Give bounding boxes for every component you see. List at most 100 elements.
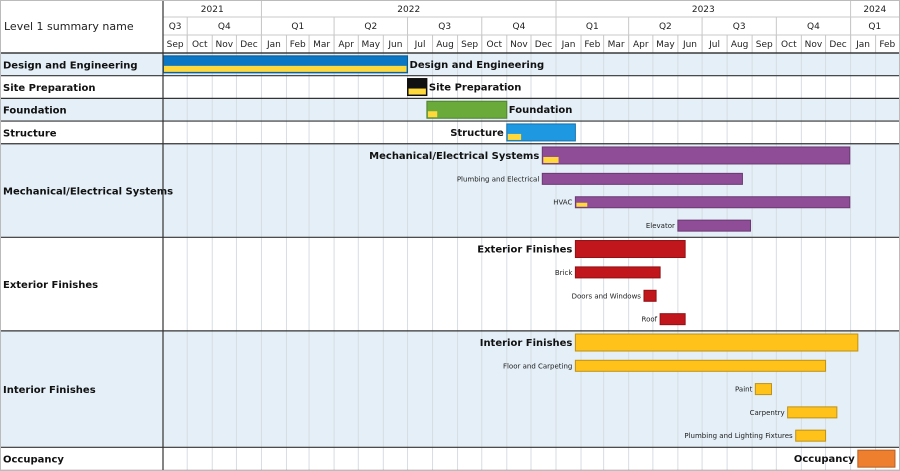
category-label: Occupancy [3,455,64,466]
month-label: Jan [855,40,870,50]
summary-bar[interactable] [574,333,859,352]
progress-bar [164,65,407,72]
quarter-label: Q3 [733,22,746,32]
month-label: Dec [240,40,257,50]
category-label: Design and Engineering [3,60,138,71]
task-bar[interactable] [574,266,661,279]
task-label: HVAC [553,199,572,207]
month-label: Mar [313,40,330,50]
progress-bar [507,133,522,140]
category-label: Mechanical/Electrical Systems [3,187,173,198]
month-label: Jun [682,40,697,50]
month-label: Jul [414,40,426,50]
month-label: Nov [510,40,528,50]
month-label: Jun [387,40,402,50]
task-label: Floor and Carpeting [503,362,572,370]
summary-bar[interactable] [426,100,508,119]
progress-bar [408,88,426,95]
task-bar[interactable] [677,219,752,232]
month-label: Oct [192,40,208,50]
summary-bar[interactable] [857,449,896,468]
progress-bar [427,111,438,118]
quarter-label: Q3 [438,22,451,32]
row-backgrounds [0,53,900,470]
month-label: Feb [290,40,306,50]
quarter-label: Q3 [169,22,182,32]
row-background [0,237,900,331]
month-label: Jan [561,40,576,50]
month-label: Sep [461,40,478,50]
year-label: 2022 [397,5,420,15]
month-label: Apr [338,40,354,50]
category-label: Site Preparation [3,83,96,94]
task-label: Elevator [646,222,675,230]
task-label: Roof [642,316,658,324]
task-bar[interactable] [643,289,657,302]
year-label: 2023 [692,5,715,15]
task-label: Doors and Windows [572,292,642,300]
summary-label: Exterior Finishes [477,245,572,256]
year-label: 2024 [863,5,886,15]
gantt-bars[interactable] [162,55,896,468]
month-label: Oct [781,40,797,50]
summary-bar[interactable] [506,123,576,142]
summary-label: Interior Finishes [480,338,573,349]
month-label: Nov [805,40,823,50]
quarter-label: Q2 [659,22,672,32]
month-label: Oct [486,40,502,50]
month-label: Feb [879,40,895,50]
month-label: May [362,40,381,50]
summary-bar[interactable] [541,146,851,165]
summary-label: Design and Engineering [410,60,545,71]
month-label: Mar [608,40,625,50]
month-label: May [656,40,675,50]
row-background [0,75,900,99]
month-label: Jul [708,40,720,50]
month-label: Aug [436,40,454,50]
summary-label: Structure [450,128,504,139]
category-labels: Design and Engineering Site Preparation Fo… [3,60,173,465]
quarter-label: Q4 [512,22,525,32]
timeline-header: Level 1 summary name 2021 2022 2023 2024 Q3 Q4… [0,0,900,53]
summary-bar[interactable] [574,240,686,259]
task-label: Plumbing and Electrical [457,175,540,183]
task-bar[interactable] [787,406,838,419]
month-label: Dec [829,40,846,50]
month-label: Sep [756,40,773,50]
task-bar[interactable] [574,359,827,372]
task-bar[interactable] [574,196,851,209]
row-background [0,121,900,144]
task-bar[interactable] [754,383,772,396]
month-label: Feb [584,40,600,50]
summary-label: Foundation [509,105,573,116]
quarter-label: Q1 [586,22,599,32]
category-label: Exterior Finishes [3,280,98,291]
month-label: Aug [731,40,749,50]
category-label: Interior Finishes [3,385,96,396]
task-label: Plumbing and Lighting Fixtures [684,432,793,440]
month-label: Jan [266,40,281,50]
category-label: Foundation [3,106,67,117]
progress-bar [543,156,559,163]
task-label: Carpentry [750,409,785,417]
quarter-label: Q2 [364,22,377,32]
month-label: Apr [633,40,649,50]
quarter-label: Q4 [807,22,820,32]
header-background [0,0,900,53]
task-bar[interactable] [795,429,827,442]
year-label: 2021 [201,5,224,15]
progress-bar [576,202,588,207]
category-label: Structure [3,128,57,139]
month-label: Dec [535,40,552,50]
task-bar[interactable] [659,313,686,326]
summary-label: Mechanical/Electrical Systems [369,151,539,162]
task-bar[interactable] [541,172,743,185]
quarter-label: Q4 [218,22,231,32]
row-background [0,447,900,470]
corner-label: Level 1 summary name [4,20,134,33]
month-gridlines [186,53,877,471]
task-label: Brick [555,269,573,277]
quarter-label: Q1 [868,22,881,32]
